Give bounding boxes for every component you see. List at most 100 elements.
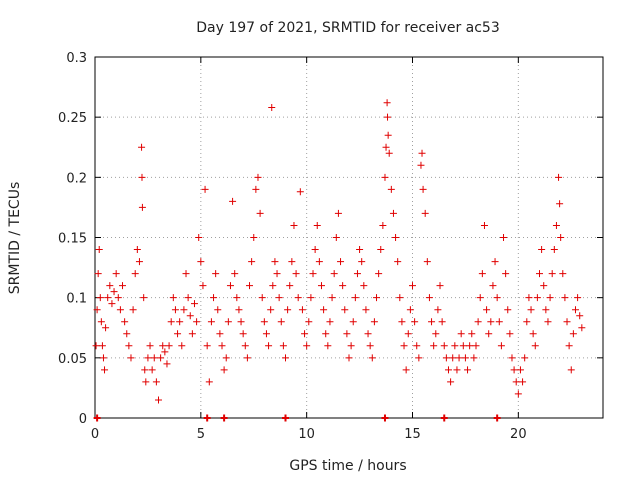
data-point bbox=[176, 318, 184, 326]
data-point bbox=[418, 149, 426, 157]
data-point bbox=[576, 312, 584, 320]
data-point bbox=[188, 330, 196, 338]
data-point bbox=[351, 294, 359, 302]
data-point bbox=[121, 318, 129, 326]
data-point bbox=[110, 288, 118, 296]
data-point bbox=[364, 330, 372, 338]
data-point bbox=[256, 209, 264, 217]
data-point bbox=[167, 318, 175, 326]
data-point bbox=[106, 282, 114, 290]
data-point bbox=[171, 306, 179, 314]
data-point bbox=[303, 342, 311, 350]
data-point bbox=[224, 318, 232, 326]
data-point bbox=[144, 354, 152, 362]
data-point bbox=[512, 378, 520, 386]
data-point bbox=[326, 318, 334, 326]
data-point bbox=[203, 342, 211, 350]
data-point bbox=[478, 270, 486, 278]
data-point bbox=[116, 306, 124, 314]
data-point bbox=[506, 330, 514, 338]
data-point bbox=[544, 318, 552, 326]
data-point bbox=[561, 294, 569, 302]
data-point bbox=[142, 378, 150, 386]
data-point bbox=[141, 366, 149, 374]
data-point bbox=[381, 173, 389, 181]
data-point bbox=[345, 354, 353, 362]
data-point bbox=[201, 185, 209, 193]
data-point bbox=[104, 294, 112, 302]
data-point bbox=[250, 234, 258, 241]
data-point bbox=[301, 330, 309, 338]
data-point bbox=[563, 318, 571, 326]
data-point bbox=[489, 282, 497, 290]
data-point bbox=[169, 294, 177, 302]
data-point bbox=[383, 99, 391, 107]
data-point bbox=[565, 342, 573, 350]
data-point bbox=[349, 318, 357, 326]
data-point bbox=[571, 306, 579, 314]
data-point bbox=[193, 318, 201, 326]
data-point bbox=[226, 282, 234, 290]
data-point bbox=[262, 330, 270, 338]
data-point bbox=[269, 282, 277, 290]
data-point bbox=[313, 221, 321, 229]
data-point bbox=[516, 366, 524, 374]
data-point bbox=[459, 342, 467, 350]
data-point bbox=[384, 113, 392, 121]
data-point bbox=[542, 306, 550, 314]
y-axis-label: SRMTID / TECUs bbox=[7, 182, 23, 295]
data-point bbox=[546, 294, 554, 302]
data-point bbox=[339, 282, 347, 290]
data-point bbox=[138, 143, 146, 151]
data-point bbox=[358, 258, 366, 266]
data-point bbox=[504, 306, 512, 314]
data-point bbox=[404, 330, 412, 338]
data-point bbox=[135, 258, 143, 266]
data-point bbox=[438, 318, 446, 326]
data-point bbox=[343, 330, 351, 338]
data-point bbox=[569, 330, 577, 338]
x-axis-label: GPS time / hours bbox=[289, 458, 406, 474]
data-point bbox=[442, 354, 450, 362]
data-point bbox=[428, 318, 436, 326]
data-point bbox=[282, 354, 289, 362]
data-point bbox=[538, 246, 546, 254]
data-point bbox=[320, 306, 328, 314]
data-point bbox=[523, 318, 531, 326]
data-point bbox=[305, 318, 313, 326]
y-tick-label: 0.3 bbox=[66, 51, 87, 66]
data-point bbox=[375, 270, 383, 278]
data-point bbox=[146, 342, 154, 350]
data-point bbox=[419, 185, 427, 193]
data-point bbox=[567, 366, 575, 374]
data-point bbox=[519, 378, 527, 386]
data-point bbox=[241, 342, 249, 350]
data-point bbox=[186, 312, 194, 320]
data-point bbox=[127, 354, 135, 362]
data-point bbox=[457, 330, 465, 338]
data-point bbox=[423, 258, 431, 266]
data-point bbox=[510, 366, 518, 374]
data-point bbox=[311, 246, 319, 254]
data-point bbox=[222, 354, 230, 362]
data-point bbox=[273, 270, 281, 278]
data-point bbox=[252, 185, 260, 193]
data-point bbox=[417, 161, 425, 169]
y-tick-label: 0.25 bbox=[58, 111, 87, 126]
data-point bbox=[243, 354, 251, 362]
data-point bbox=[578, 324, 586, 332]
data-point bbox=[275, 294, 283, 302]
y-tick-label: 0.1 bbox=[66, 292, 87, 307]
data-point bbox=[430, 342, 438, 350]
data-point bbox=[559, 270, 567, 278]
data-point bbox=[205, 378, 213, 386]
data-point bbox=[392, 234, 400, 241]
data-point bbox=[102, 324, 110, 332]
data-point bbox=[411, 318, 419, 326]
grid-lines bbox=[95, 57, 603, 418]
data-point bbox=[468, 330, 476, 338]
data-point bbox=[483, 306, 491, 314]
data-point bbox=[235, 306, 243, 314]
data-point bbox=[148, 366, 156, 374]
